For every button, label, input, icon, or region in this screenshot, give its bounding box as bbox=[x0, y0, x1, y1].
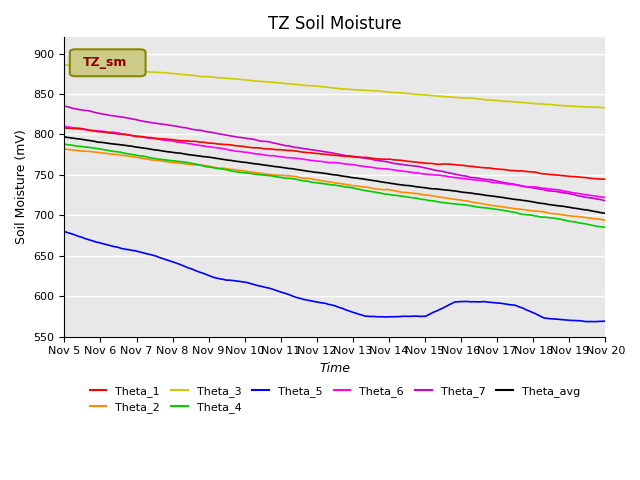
Theta_2 bbox=[383, 187, 390, 192]
Line: Theta_6: Theta_6 bbox=[65, 126, 605, 197]
Theta_avg bbox=[61, 134, 68, 140]
Theta_3 bbox=[381, 89, 388, 95]
Theta_7 bbox=[551, 188, 559, 194]
Theta_6 bbox=[61, 123, 68, 129]
Theta_4 bbox=[551, 216, 559, 221]
Theta_avg bbox=[516, 197, 524, 203]
Theta_3 bbox=[62, 62, 70, 68]
Theta_1 bbox=[381, 156, 388, 162]
Theta_avg bbox=[602, 210, 609, 216]
Theta_6 bbox=[383, 166, 390, 172]
Line: Theta_1: Theta_1 bbox=[65, 128, 605, 179]
FancyBboxPatch shape bbox=[70, 49, 145, 76]
Theta_5 bbox=[61, 228, 68, 234]
Theta_4 bbox=[516, 211, 524, 217]
Theta_5 bbox=[62, 229, 70, 235]
Theta_avg bbox=[62, 134, 70, 140]
Theta_2 bbox=[62, 146, 70, 152]
Theta_2 bbox=[551, 211, 559, 216]
Theta_7 bbox=[383, 159, 390, 165]
Theta_2 bbox=[61, 146, 68, 152]
Theta_avg bbox=[383, 180, 390, 185]
Y-axis label: Soil Moisture (mV): Soil Moisture (mV) bbox=[15, 130, 28, 244]
Line: Theta_4: Theta_4 bbox=[65, 144, 605, 228]
Theta_5 bbox=[381, 314, 388, 320]
Theta_avg bbox=[381, 180, 388, 185]
Theta_avg bbox=[551, 203, 559, 208]
Theta_2 bbox=[381, 187, 388, 192]
Theta_7 bbox=[516, 182, 524, 188]
Line: Theta_3: Theta_3 bbox=[65, 65, 605, 108]
Theta_avg bbox=[392, 181, 399, 187]
Line: Theta_2: Theta_2 bbox=[65, 149, 605, 220]
Theta_5 bbox=[602, 318, 609, 324]
Theta_4 bbox=[62, 142, 70, 147]
Theta_1 bbox=[62, 125, 70, 131]
Theta_5 bbox=[591, 319, 598, 324]
X-axis label: Time: Time bbox=[319, 362, 350, 375]
Theta_7 bbox=[62, 104, 70, 109]
Theta_6 bbox=[602, 194, 609, 200]
Theta_4 bbox=[381, 191, 388, 197]
Theta_5 bbox=[392, 314, 399, 320]
Theta_1 bbox=[602, 176, 609, 182]
Theta_3 bbox=[551, 102, 559, 108]
Text: TZ_sm: TZ_sm bbox=[83, 56, 128, 69]
Theta_3 bbox=[602, 105, 609, 111]
Theta_3 bbox=[516, 100, 524, 106]
Theta_1 bbox=[551, 172, 559, 178]
Theta_7 bbox=[392, 161, 399, 167]
Theta_6 bbox=[62, 124, 70, 130]
Theta_4 bbox=[383, 191, 390, 197]
Theta_2 bbox=[602, 217, 609, 223]
Theta_2 bbox=[516, 206, 524, 212]
Theta_1 bbox=[516, 168, 524, 174]
Theta_3 bbox=[392, 90, 399, 96]
Theta_4 bbox=[61, 141, 68, 147]
Theta_4 bbox=[602, 225, 609, 230]
Theta_6 bbox=[381, 166, 388, 172]
Theta_1 bbox=[392, 157, 399, 163]
Legend: Theta_1, Theta_2, Theta_3, Theta_4, Theta_5, Theta_6, Theta_7, Theta_avg: Theta_1, Theta_2, Theta_3, Theta_4, Thet… bbox=[85, 381, 584, 418]
Theta_3 bbox=[61, 62, 68, 68]
Theta_2 bbox=[392, 188, 399, 194]
Theta_6 bbox=[516, 183, 524, 189]
Theta_3 bbox=[383, 89, 390, 95]
Title: TZ Soil Moisture: TZ Soil Moisture bbox=[268, 15, 402, 33]
Line: Theta_5: Theta_5 bbox=[65, 231, 605, 322]
Theta_5 bbox=[551, 316, 559, 322]
Line: Theta_7: Theta_7 bbox=[65, 106, 605, 201]
Theta_5 bbox=[516, 304, 524, 310]
Theta_7 bbox=[602, 198, 609, 204]
Theta_1 bbox=[383, 156, 390, 162]
Theta_1 bbox=[61, 125, 68, 131]
Theta_7 bbox=[381, 158, 388, 164]
Theta_6 bbox=[551, 186, 559, 192]
Theta_4 bbox=[392, 192, 399, 198]
Line: Theta_avg: Theta_avg bbox=[65, 137, 605, 213]
Theta_6 bbox=[392, 167, 399, 173]
Theta_5 bbox=[383, 314, 390, 320]
Theta_7 bbox=[61, 103, 68, 109]
